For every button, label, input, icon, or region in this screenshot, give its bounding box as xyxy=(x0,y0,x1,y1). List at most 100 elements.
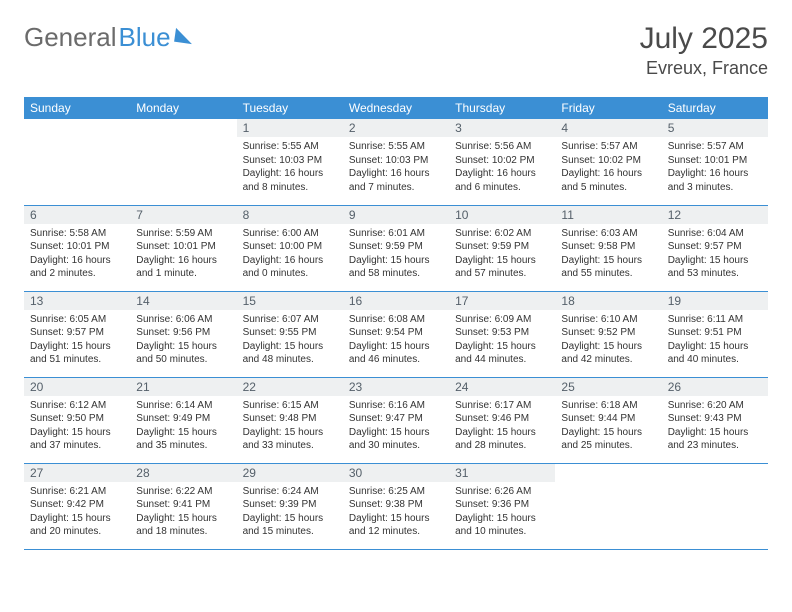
calendar-day-cell: 2Sunrise: 5:55 AMSunset: 10:03 PMDayligh… xyxy=(343,119,449,205)
day-content: Sunrise: 6:10 AMSunset: 9:52 PMDaylight:… xyxy=(555,310,661,373)
sunrise-line: Sunrise: 5:56 AM xyxy=(455,140,549,154)
weekday-header: Saturday xyxy=(662,97,768,119)
calendar-day-cell: 19Sunrise: 6:11 AMSunset: 9:51 PMDayligh… xyxy=(662,291,768,377)
calendar-day-cell: 4Sunrise: 5:57 AMSunset: 10:02 PMDayligh… xyxy=(555,119,661,205)
daylight-line: Daylight: 15 hours and 20 minutes. xyxy=(30,512,124,539)
day-number: 20 xyxy=(24,378,130,396)
day-number: 22 xyxy=(237,378,343,396)
calendar-week-row: 27Sunrise: 6:21 AMSunset: 9:42 PMDayligh… xyxy=(24,463,768,549)
day-number: 12 xyxy=(662,206,768,224)
calendar-day-cell: 25Sunrise: 6:18 AMSunset: 9:44 PMDayligh… xyxy=(555,377,661,463)
day-content: Sunrise: 5:58 AMSunset: 10:01 PMDaylight… xyxy=(24,224,130,287)
logo-text-2: Blue xyxy=(119,22,171,53)
sunrise-line: Sunrise: 6:26 AM xyxy=(455,485,549,499)
calendar-day-cell: 13Sunrise: 6:05 AMSunset: 9:57 PMDayligh… xyxy=(24,291,130,377)
sunset-line: Sunset: 9:54 PM xyxy=(349,326,443,340)
weekday-header-row: Sunday Monday Tuesday Wednesday Thursday… xyxy=(24,97,768,119)
daylight-line: Daylight: 15 hours and 50 minutes. xyxy=(136,340,230,367)
day-number: 29 xyxy=(237,464,343,482)
sunset-line: Sunset: 9:39 PM xyxy=(243,498,337,512)
daylight-line: Daylight: 16 hours and 2 minutes. xyxy=(30,254,124,281)
sunrise-line: Sunrise: 6:21 AM xyxy=(30,485,124,499)
sunrise-line: Sunrise: 5:59 AM xyxy=(136,227,230,241)
calendar-week-row: 13Sunrise: 6:05 AMSunset: 9:57 PMDayligh… xyxy=(24,291,768,377)
daylight-line: Daylight: 15 hours and 55 minutes. xyxy=(561,254,655,281)
daylight-line: Daylight: 15 hours and 58 minutes. xyxy=(349,254,443,281)
sunset-line: Sunset: 10:01 PM xyxy=(30,240,124,254)
day-content: Sunrise: 6:01 AMSunset: 9:59 PMDaylight:… xyxy=(343,224,449,287)
sunset-line: Sunset: 9:41 PM xyxy=(136,498,230,512)
day-number: 4 xyxy=(555,119,661,137)
calendar-week-row: 6Sunrise: 5:58 AMSunset: 10:01 PMDayligh… xyxy=(24,205,768,291)
daylight-line: Daylight: 15 hours and 30 minutes. xyxy=(349,426,443,453)
day-content: Sunrise: 6:20 AMSunset: 9:43 PMDaylight:… xyxy=(662,396,768,459)
daylight-line: Daylight: 16 hours and 6 minutes. xyxy=(455,167,549,194)
day-content: Sunrise: 6:22 AMSunset: 9:41 PMDaylight:… xyxy=(130,482,236,545)
calendar-day-cell: 17Sunrise: 6:09 AMSunset: 9:53 PMDayligh… xyxy=(449,291,555,377)
sunrise-line: Sunrise: 6:08 AM xyxy=(349,313,443,327)
sunrise-line: Sunrise: 5:58 AM xyxy=(30,227,124,241)
day-number: 28 xyxy=(130,464,236,482)
sunrise-line: Sunrise: 6:15 AM xyxy=(243,399,337,413)
daylight-line: Daylight: 16 hours and 7 minutes. xyxy=(349,167,443,194)
day-content: Sunrise: 6:07 AMSunset: 9:55 PMDaylight:… xyxy=(237,310,343,373)
day-number: 7 xyxy=(130,206,236,224)
sunrise-line: Sunrise: 6:07 AM xyxy=(243,313,337,327)
weekday-header: Monday xyxy=(130,97,236,119)
sunrise-line: Sunrise: 6:05 AM xyxy=(30,313,124,327)
calendar-day-cell: 28Sunrise: 6:22 AMSunset: 9:41 PMDayligh… xyxy=(130,463,236,549)
sunrise-line: Sunrise: 6:25 AM xyxy=(349,485,443,499)
sunset-line: Sunset: 10:02 PM xyxy=(455,154,549,168)
logo: General Blue xyxy=(24,22,193,53)
header: General Blue July 2025 Evreux, France xyxy=(24,22,768,79)
day-content: Sunrise: 6:18 AMSunset: 9:44 PMDaylight:… xyxy=(555,396,661,459)
sunset-line: Sunset: 9:59 PM xyxy=(349,240,443,254)
sunset-line: Sunset: 10:02 PM xyxy=(561,154,655,168)
day-content: Sunrise: 6:21 AMSunset: 9:42 PMDaylight:… xyxy=(24,482,130,545)
calendar-day-cell: 10Sunrise: 6:02 AMSunset: 9:59 PMDayligh… xyxy=(449,205,555,291)
sunset-line: Sunset: 9:36 PM xyxy=(455,498,549,512)
sunrise-line: Sunrise: 6:14 AM xyxy=(136,399,230,413)
daylight-line: Daylight: 15 hours and 57 minutes. xyxy=(455,254,549,281)
sunrise-line: Sunrise: 6:11 AM xyxy=(668,313,762,327)
daylight-line: Daylight: 15 hours and 33 minutes. xyxy=(243,426,337,453)
calendar-day-cell xyxy=(662,463,768,549)
sunset-line: Sunset: 10:01 PM xyxy=(668,154,762,168)
calendar-day-cell: 14Sunrise: 6:06 AMSunset: 9:56 PMDayligh… xyxy=(130,291,236,377)
sunset-line: Sunset: 10:03 PM xyxy=(349,154,443,168)
calendar-day-cell: 6Sunrise: 5:58 AMSunset: 10:01 PMDayligh… xyxy=(24,205,130,291)
calendar-day-cell: 8Sunrise: 6:00 AMSunset: 10:00 PMDayligh… xyxy=(237,205,343,291)
day-number: 6 xyxy=(24,206,130,224)
day-number: 3 xyxy=(449,119,555,137)
daylight-line: Daylight: 16 hours and 8 minutes. xyxy=(243,167,337,194)
sunset-line: Sunset: 9:58 PM xyxy=(561,240,655,254)
calendar-day-cell: 24Sunrise: 6:17 AMSunset: 9:46 PMDayligh… xyxy=(449,377,555,463)
weekday-header: Sunday xyxy=(24,97,130,119)
daylight-line: Daylight: 15 hours and 51 minutes. xyxy=(30,340,124,367)
sunrise-line: Sunrise: 5:55 AM xyxy=(243,140,337,154)
day-number: 15 xyxy=(237,292,343,310)
sunset-line: Sunset: 9:50 PM xyxy=(30,412,124,426)
daylight-line: Daylight: 16 hours and 3 minutes. xyxy=(668,167,762,194)
daylight-line: Daylight: 15 hours and 40 minutes. xyxy=(668,340,762,367)
sunrise-line: Sunrise: 6:12 AM xyxy=(30,399,124,413)
sunset-line: Sunset: 9:57 PM xyxy=(668,240,762,254)
day-number: 13 xyxy=(24,292,130,310)
day-content: Sunrise: 6:25 AMSunset: 9:38 PMDaylight:… xyxy=(343,482,449,545)
day-content: Sunrise: 5:59 AMSunset: 10:01 PMDaylight… xyxy=(130,224,236,287)
sunrise-line: Sunrise: 5:57 AM xyxy=(561,140,655,154)
day-content: Sunrise: 6:24 AMSunset: 9:39 PMDaylight:… xyxy=(237,482,343,545)
sunrise-line: Sunrise: 6:00 AM xyxy=(243,227,337,241)
day-number: 8 xyxy=(237,206,343,224)
calendar-day-cell: 1Sunrise: 5:55 AMSunset: 10:03 PMDayligh… xyxy=(237,119,343,205)
logo-mark-icon xyxy=(174,27,194,43)
day-content: Sunrise: 6:11 AMSunset: 9:51 PMDaylight:… xyxy=(662,310,768,373)
day-content: Sunrise: 6:08 AMSunset: 9:54 PMDaylight:… xyxy=(343,310,449,373)
sunset-line: Sunset: 9:53 PM xyxy=(455,326,549,340)
day-content: Sunrise: 6:06 AMSunset: 9:56 PMDaylight:… xyxy=(130,310,236,373)
sunset-line: Sunset: 9:44 PM xyxy=(561,412,655,426)
day-number: 27 xyxy=(24,464,130,482)
sunrise-line: Sunrise: 6:17 AM xyxy=(455,399,549,413)
weekday-header: Thursday xyxy=(449,97,555,119)
sunrise-line: Sunrise: 6:24 AM xyxy=(243,485,337,499)
